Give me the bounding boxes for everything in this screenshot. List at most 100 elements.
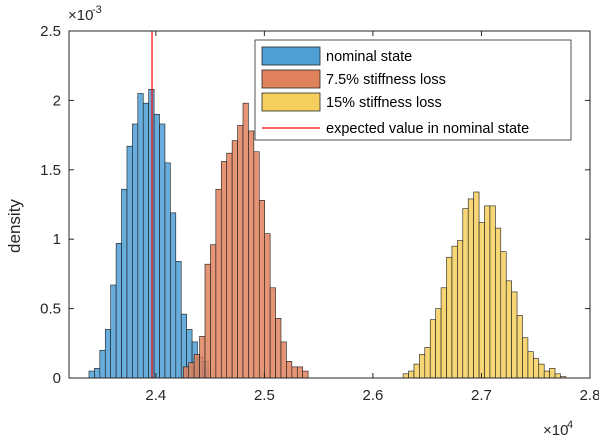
bar-loss-15-10 (457, 240, 464, 379)
bar-loss-7-5-20 (291, 366, 298, 379)
bar-loss-7-5-3 (199, 336, 206, 379)
legend-swatch-nominal (261, 46, 321, 66)
bar-nominal-2 (99, 349, 106, 379)
bar-loss-15-4 (424, 347, 431, 379)
bar-loss-7-5-4 (204, 263, 211, 379)
x-tick-label-0: 2.4 (145, 387, 166, 404)
y-tick-label-5: 2.5 (40, 23, 61, 40)
bar-loss-15-23 (527, 351, 534, 379)
bar-loss-7-5-16 (269, 287, 276, 379)
bar-loss-7-5-15 (264, 233, 271, 379)
bar-loss-7-5-10 (237, 125, 244, 379)
y-axis-ticks: 0 0.5 1 1.5 2 2.5 (40, 23, 590, 387)
histogram-bars (88, 88, 567, 379)
bar-nominal-1 (94, 367, 101, 379)
x-axis-ticks: 2.4 2.5 2.6 2.7 2.8 (145, 31, 599, 404)
bar-loss-15-13 (473, 191, 480, 379)
legend-label-expected: expected value in nominal state (326, 121, 529, 137)
bar-loss-7-5-18 (280, 341, 287, 379)
bar-loss-15-16 (489, 205, 496, 379)
x-tick-label-3: 2.7 (471, 387, 492, 404)
bar-loss-15-0 (402, 373, 409, 379)
x-tick-label-1: 2.5 (254, 387, 275, 404)
bar-loss-15-6 (435, 308, 442, 379)
bar-nominal-15 (170, 212, 177, 379)
bar-nominal-10 (142, 102, 149, 379)
bar-nominal-3 (104, 329, 111, 379)
y-tick-label-0: 0 (53, 370, 61, 387)
bar-loss-15-20 (511, 291, 518, 379)
bar-loss-15-17 (495, 227, 502, 379)
bar-loss-15-15 (484, 205, 491, 379)
bar-loss-15-7 (440, 287, 447, 379)
bar-loss-15-11 (462, 208, 469, 379)
y-exponent-base: ×10 (68, 7, 93, 24)
bar-nominal-14 (164, 162, 171, 379)
legend-swatch-7-5 (261, 69, 321, 89)
bar-loss-7-5-22 (302, 370, 309, 379)
bar-loss-7-5-0 (182, 366, 190, 379)
bar-loss-15-8 (446, 256, 453, 379)
legend-label-nominal: nominal state (326, 49, 412, 65)
bar-loss-7-5-6 (215, 188, 222, 379)
bar-loss-15-22 (522, 337, 529, 379)
bar-loss-15-5 (429, 319, 436, 379)
bar-loss-15-26 (543, 370, 550, 379)
bar-loss-15-21 (516, 315, 523, 379)
bar-nominal-0 (88, 370, 95, 379)
bar-loss-7-5-12 (248, 130, 255, 379)
bar-loss-15-28 (554, 373, 561, 379)
bar-loss-7-5-2 (193, 354, 200, 379)
bar-loss-7-5-14 (258, 200, 266, 379)
x-exponent-power: 4 (567, 419, 573, 431)
y-exponent: ×10 -3 (68, 4, 102, 24)
y-tick-label-2: 1 (53, 231, 61, 248)
bar-loss-15-1 (408, 370, 415, 379)
axes-box (68, 30, 591, 379)
bar-loss-7-5-1 (188, 362, 195, 379)
bar-nominal-8 (132, 123, 139, 379)
x-tick-label-2: 2.6 (362, 387, 383, 404)
bar-nominal-6 (121, 188, 128, 379)
bar-loss-15-18 (500, 251, 507, 379)
bar-nominal-11 (148, 88, 155, 379)
y-exponent-power: -3 (92, 4, 102, 16)
bar-loss-7-5-8 (226, 152, 233, 379)
y-tick-label-1: 0.5 (40, 301, 61, 318)
bar-loss-15-9 (451, 245, 458, 379)
y-axis-label: density (5, 199, 24, 253)
bar-loss-15-24 (533, 358, 540, 379)
legend: nominal state 7.5% stiffness loss 15% st… (254, 39, 572, 141)
bar-loss-15-27 (549, 367, 556, 379)
bar-loss-7-5-13 (253, 151, 260, 379)
legend-swatch-15 (261, 92, 321, 112)
bar-nominal-16 (175, 261, 182, 379)
bar-nominal-5 (115, 243, 122, 379)
bar-nominal-9 (137, 93, 144, 379)
bar-loss-7-5-7 (220, 161, 228, 379)
x-tick-label-4: 2.8 (580, 387, 599, 404)
bar-loss-15-2 (413, 363, 420, 379)
x-exponent: ×10 4 (543, 419, 573, 439)
bar-loss-7-5-21 (296, 366, 303, 379)
bar-loss-15-19 (505, 280, 512, 379)
bar-loss-15-3 (419, 354, 426, 379)
bar-loss-7-5-17 (275, 318, 282, 379)
bar-nominal-13 (159, 123, 166, 379)
bar-nominal-7 (126, 145, 133, 379)
legend-label-15: 15% stiffness loss (326, 95, 442, 111)
bar-loss-7-5-19 (286, 361, 293, 379)
bar-loss-7-5-11 (242, 102, 249, 379)
x-exponent-base: ×10 (543, 422, 568, 439)
legend-label-7-5: 7.5% stiffness loss (326, 72, 446, 88)
bar-loss-7-5-5 (210, 244, 217, 379)
y-tick-label-4: 2 (53, 92, 61, 109)
y-tick-label-3: 1.5 (40, 162, 61, 179)
bar-loss-7-5-9 (231, 140, 238, 379)
bar-loss-15-14 (478, 222, 485, 379)
bar-nominal-4 (110, 284, 117, 379)
bar-loss-15-12 (467, 198, 474, 379)
bar-nominal-12 (153, 113, 160, 379)
bar-loss-15-25 (538, 363, 545, 379)
